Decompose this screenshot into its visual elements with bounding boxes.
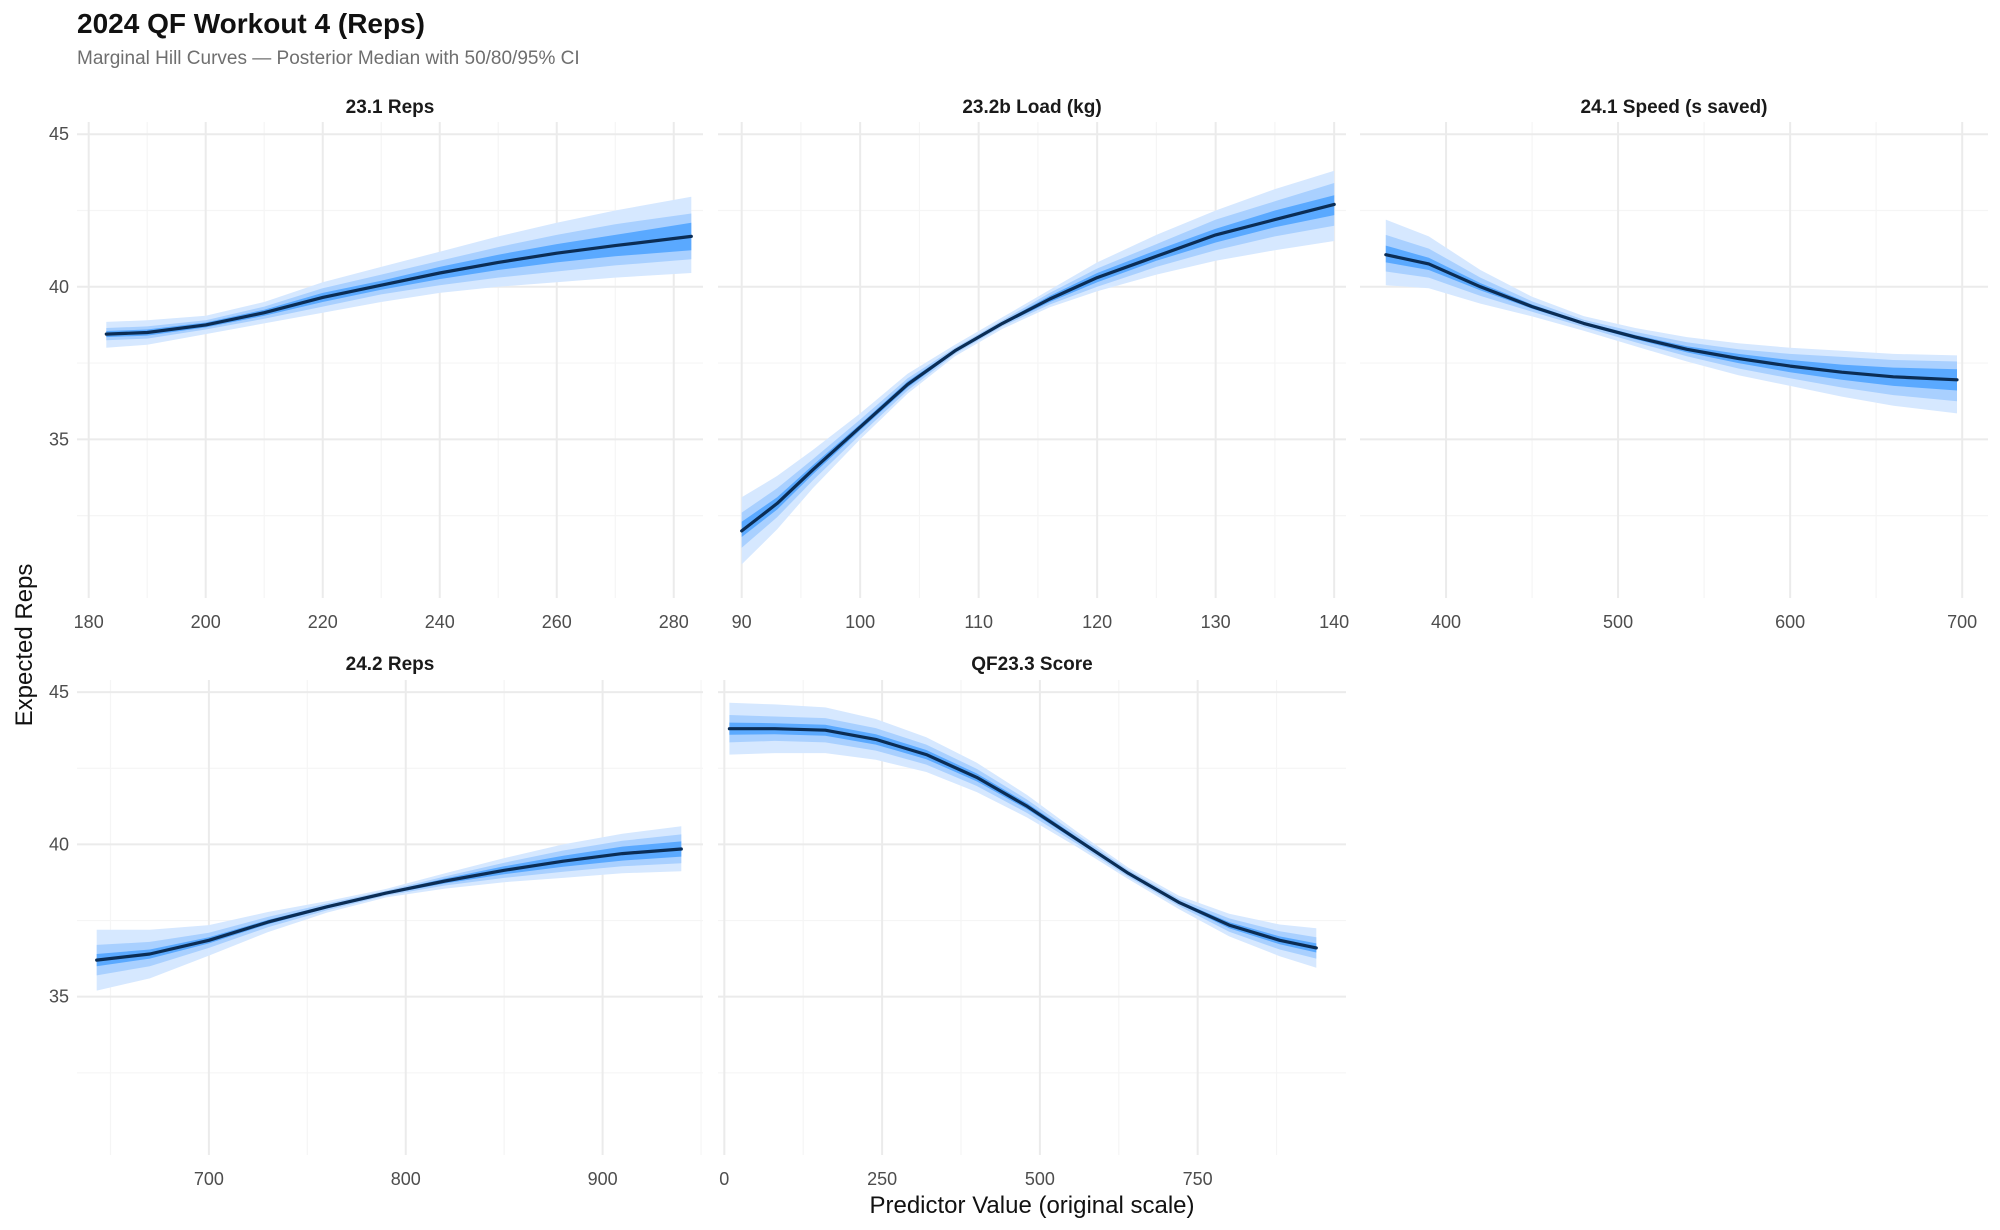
x-tick-label: 0 <box>719 1169 729 1189</box>
x-tick-label: 250 <box>867 1169 897 1189</box>
x-tick-label: 280 <box>659 612 689 632</box>
x-tick-label: 500 <box>1025 1169 1055 1189</box>
facet-panel: 24.2 Reps 700 800 900 35 40 45 <box>49 654 703 1189</box>
x-tick-label: 90 <box>732 612 752 632</box>
y-tick-label: 45 <box>49 124 69 144</box>
x-tick-label: 180 <box>74 612 104 632</box>
median-curve <box>104 234 693 336</box>
median-curve <box>740 202 1336 533</box>
ci-band-80 <box>1385 234 1957 402</box>
facet-panel: 23.2b Load (kg) 90 100 110 120 130 140 <box>718 97 1349 632</box>
y-tick-label: 40 <box>49 834 69 854</box>
facet-strip-label: 23.1 Reps <box>346 97 435 118</box>
ci-band-95 <box>729 702 1317 968</box>
x-tick-label: 500 <box>1603 612 1633 632</box>
x-tick-label: 900 <box>588 1169 618 1189</box>
x-tick-label: 700 <box>1947 612 1977 632</box>
facet-strip-label: 24.1 Speed (s saved) <box>1581 97 1768 118</box>
x-tick-label: 120 <box>1082 612 1112 632</box>
y-tick-label: 40 <box>49 277 69 297</box>
median-curve <box>727 727 1318 950</box>
x-tick-label: 240 <box>425 612 455 632</box>
facet-panel: QF23.3 Score 0 250 500 750 <box>718 654 1346 1189</box>
x-tick-label: 100 <box>845 612 875 632</box>
facet-panel: 23.1 Reps 180 200 220 240 260 280 35 40 45 <box>49 97 703 632</box>
median-curve <box>95 847 683 962</box>
x-tick-label: 140 <box>1319 612 1349 632</box>
x-tick-label: 750 <box>1183 1169 1213 1189</box>
x-tick-label: 700 <box>194 1169 224 1189</box>
x-tick-label: 110 <box>964 612 993 632</box>
median-curve <box>1384 253 1959 382</box>
x-tick-label: 130 <box>1201 612 1231 632</box>
x-tick-label: 800 <box>391 1169 421 1189</box>
y-axis-title: Expected Reps <box>11 564 38 727</box>
chart-title: 2024 QF Workout 4 (Reps) <box>77 8 426 39</box>
chart-subtitle: Marginal Hill Curves — Posterior Median … <box>77 48 580 69</box>
facet-strip-label: QF23.3 Score <box>971 654 1092 675</box>
x-tick-label: 200 <box>191 612 221 632</box>
x-tick-label: 600 <box>1775 612 1805 632</box>
facet-strip-label: 24.2 Reps <box>346 654 435 675</box>
x-axis-title: Predictor Value (original scale) <box>869 1192 1194 1219</box>
y-tick-label: 35 <box>49 429 69 449</box>
y-tick-label: 35 <box>49 987 69 1007</box>
x-tick-label: 400 <box>1431 612 1461 632</box>
facet-strip-label: 23.2b Load (kg) <box>962 97 1101 118</box>
y-tick-label: 45 <box>49 682 69 702</box>
x-tick-label: 220 <box>308 612 338 632</box>
x-tick-label: 260 <box>542 612 572 632</box>
facet-panel: 24.1 Speed (s saved) 400 500 600 700 <box>1360 97 1988 632</box>
